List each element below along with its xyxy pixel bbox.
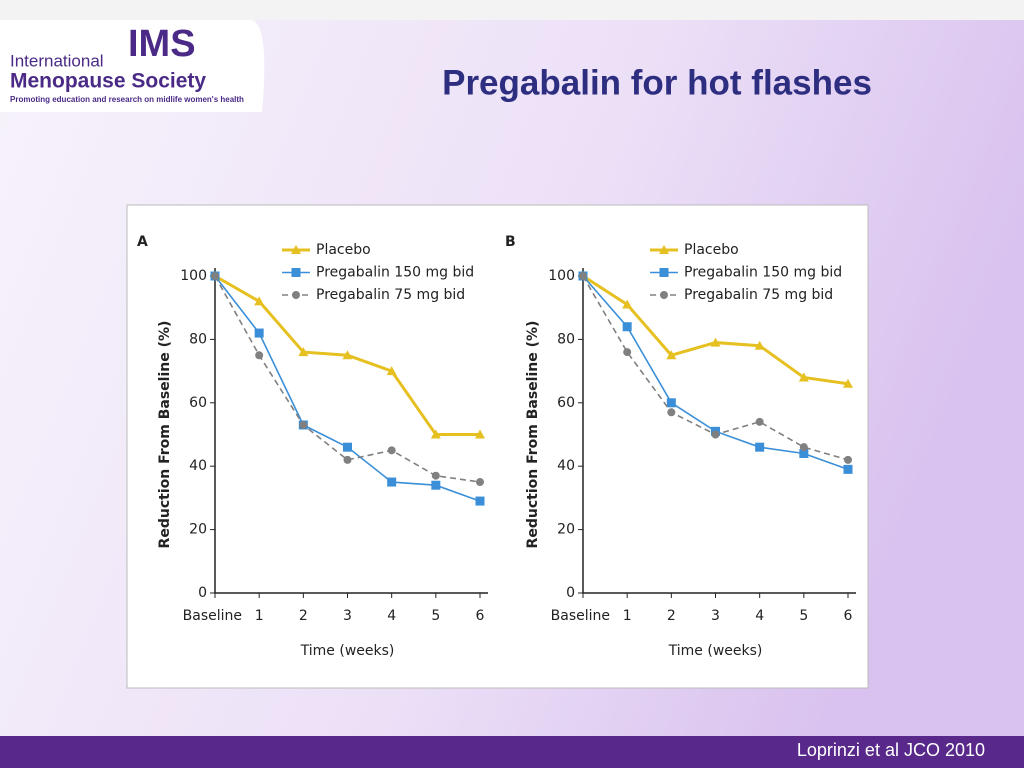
marker [291,245,301,254]
x-tick-label: 4 [387,608,396,624]
logo-line2: Menopause Society [10,70,206,93]
panel-label: B [505,234,516,250]
x-tick-label: 6 [844,608,853,624]
y-tick-label: 20 [557,522,575,538]
marker [798,372,809,382]
marker [211,272,219,280]
marker [710,337,721,347]
x-axis-label: Time (weeks) [668,643,763,659]
chart: A 0 20 40 60 80 100 Baseline 1 2 3 4 5 6 Time (weeks) R… [137,234,488,659]
top-band [0,0,1024,20]
x-tick-label: Baseline [183,608,242,624]
marker [430,429,441,439]
marker [387,477,397,487]
y-tick-label: 60 [557,395,575,411]
slide-title: Pregabalin for hot flashes [442,63,872,102]
x-tick-label: 3 [711,608,720,624]
marker [343,442,352,452]
marker [667,408,676,417]
marker [755,442,765,452]
marker [799,443,808,452]
legend-label: Pregabalin 75 mg bid [684,287,833,303]
marker [659,245,669,254]
y-tick-label: 20 [189,522,207,538]
x-tick-label: 5 [799,608,808,624]
x-axis-label: Time (weeks) [300,643,395,659]
marker [431,471,440,480]
marker [843,464,853,474]
marker [622,322,632,332]
logo-line1: International [10,51,104,70]
marker [843,378,853,388]
marker [343,455,352,464]
x-tick-label: 1 [255,608,264,624]
marker [291,268,301,277]
footer-bar [0,736,1024,768]
x-tick-label: 3 [343,608,352,624]
marker [386,366,397,376]
marker [579,272,587,280]
marker [754,340,765,350]
marker [298,347,309,357]
figure-panel [126,204,869,689]
legend-label: Pregabalin 150 mg bid [684,265,842,281]
y-tick-label: 80 [189,331,207,347]
marker [622,299,633,309]
marker [711,430,720,439]
x-tick-label: 5 [431,608,440,624]
footer-text: Loprinzi et al JCO 2010 [797,740,985,760]
y-axis-label: Reduction From Baseline (%) [525,321,541,549]
y-tick-label: 60 [189,395,207,411]
panel-label: A [137,234,148,250]
x-tick-label: 2 [667,608,676,624]
marker [254,296,265,306]
marker [475,496,485,506]
legend-label: Pregabalin 150 mg bid [316,265,474,281]
x-tick-label: 4 [755,608,764,624]
y-axis-label: Reduction From Baseline (%) [157,321,173,549]
x-tick-label: 1 [623,608,632,624]
x-tick-label: 2 [299,608,308,624]
y-tick-label: 100 [548,268,575,284]
x-tick-label: Baseline [551,608,610,624]
chart: B 0 20 40 60 80 100 Baseline 1 2 3 4 5 6 Time (weeks) R… [505,234,856,659]
y-tick-label: 80 [557,331,575,347]
y-tick-label: 0 [566,585,575,601]
marker [475,429,485,439]
marker [342,350,353,360]
y-tick-label: 40 [557,458,575,474]
legend-label: Placebo [684,242,739,258]
marker [666,398,676,408]
marker [431,480,441,490]
marker [623,348,632,357]
marker [476,478,484,487]
marker [659,268,669,277]
logo-brand: IMS [128,23,196,65]
marker [844,455,852,464]
marker [254,328,264,338]
y-tick-label: 40 [189,458,207,474]
marker [299,420,308,429]
marker [799,449,809,459]
marker [255,351,264,360]
marker [666,350,677,360]
x-tick-label: 6 [476,608,485,624]
marker [755,417,764,426]
marker [292,291,300,299]
legend-label: Placebo [316,242,371,258]
legend-label: Pregabalin 75 mg bid [316,287,465,303]
marker [660,291,668,299]
logo-panel [0,20,265,112]
y-tick-label: 0 [198,585,207,601]
y-tick-label: 100 [180,268,207,284]
logo-tagline: Promoting education and research on midl… [10,95,244,104]
marker [387,446,396,455]
